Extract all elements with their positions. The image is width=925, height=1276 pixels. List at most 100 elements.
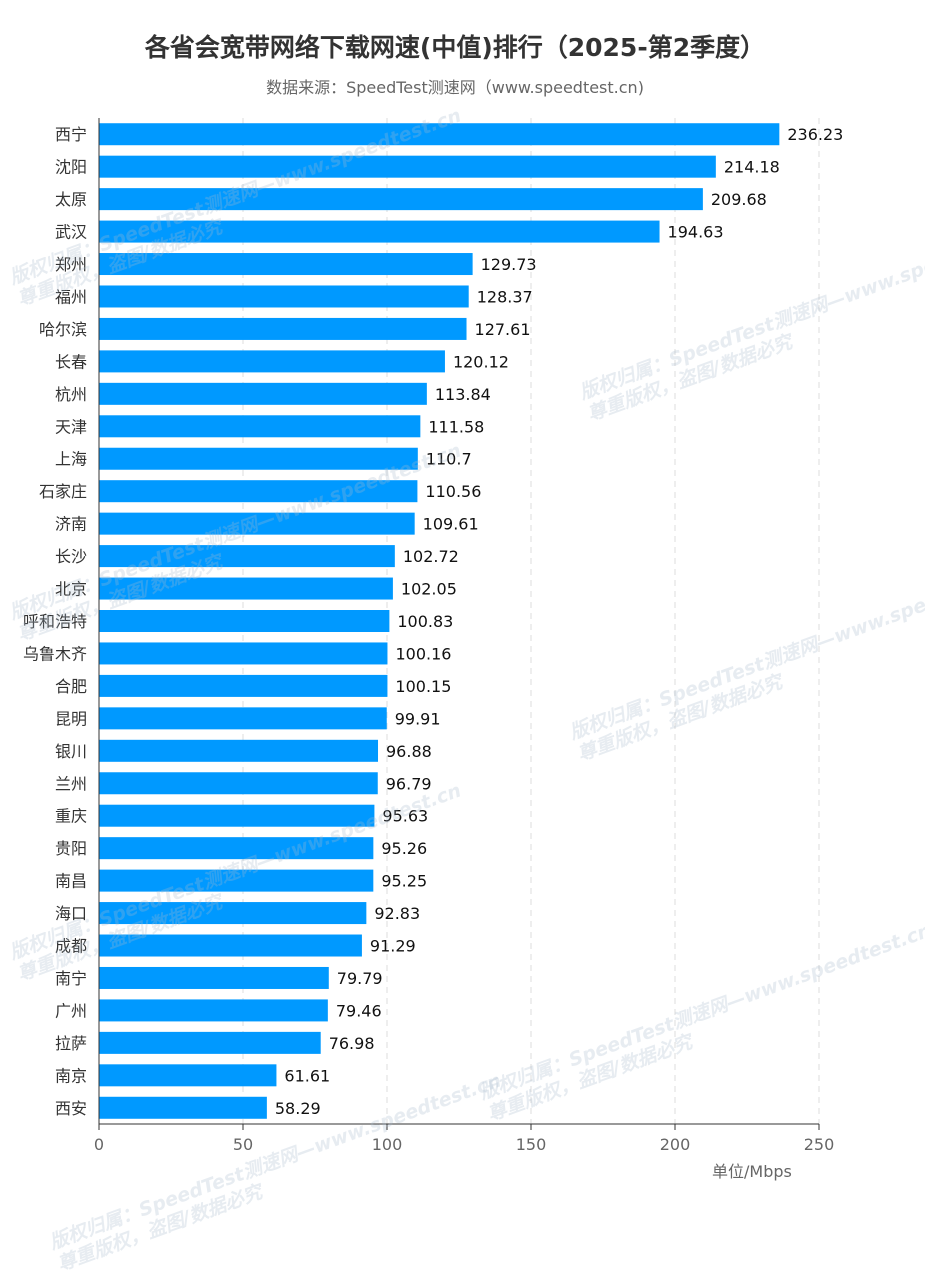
value-label: 102.72 bbox=[403, 547, 459, 566]
unit-label: 单位/Mbps bbox=[712, 1162, 792, 1181]
bar bbox=[99, 123, 780, 146]
value-label: 209.68 bbox=[711, 190, 767, 209]
category-label: 上海 bbox=[55, 450, 87, 469]
x-tick-label: 250 bbox=[804, 1135, 835, 1154]
category-label: 南宁 bbox=[55, 969, 87, 988]
value-label: 95.26 bbox=[381, 839, 427, 858]
bar bbox=[99, 707, 387, 730]
bar bbox=[99, 674, 388, 697]
value-label: 79.46 bbox=[336, 1001, 382, 1020]
bar bbox=[99, 1096, 267, 1119]
value-label: 111.58 bbox=[428, 417, 484, 436]
bar bbox=[99, 999, 328, 1022]
category-label: 沈阳 bbox=[55, 158, 87, 177]
category-label: 太原 bbox=[55, 190, 87, 209]
value-label: 95.63 bbox=[382, 807, 428, 826]
category-label: 贵阳 bbox=[55, 839, 87, 858]
category-label: 兰州 bbox=[55, 774, 87, 793]
value-label: 76.98 bbox=[329, 1034, 375, 1053]
value-label: 102.05 bbox=[401, 580, 457, 599]
bar bbox=[99, 285, 469, 308]
category-label: 南昌 bbox=[55, 872, 87, 891]
bar bbox=[99, 220, 660, 243]
x-tick-label: 200 bbox=[660, 1135, 691, 1154]
value-label: 100.15 bbox=[395, 677, 451, 696]
bar bbox=[99, 512, 415, 535]
value-label: 128.37 bbox=[477, 287, 533, 306]
value-label: 129.73 bbox=[481, 255, 537, 274]
category-label: 长春 bbox=[55, 352, 87, 371]
category-label: 长沙 bbox=[55, 547, 87, 566]
chart-title: 各省会宽带网络下载网速(中值)排行（2025-第2季度） bbox=[144, 33, 766, 62]
x-tick-label: 0 bbox=[94, 1135, 104, 1154]
bar bbox=[99, 1064, 277, 1087]
bar bbox=[99, 837, 374, 860]
bar bbox=[99, 577, 393, 600]
category-label: 杭州 bbox=[55, 385, 87, 404]
category-label: 银川 bbox=[55, 742, 87, 761]
category-label: 北京 bbox=[55, 580, 87, 599]
value-label: 96.88 bbox=[386, 742, 432, 761]
value-label: 120.12 bbox=[453, 352, 509, 371]
x-tick-label: 50 bbox=[233, 1135, 253, 1154]
value-label: 127.61 bbox=[475, 320, 531, 339]
bar bbox=[99, 934, 362, 957]
category-label: 海口 bbox=[55, 904, 87, 923]
bar bbox=[99, 382, 427, 405]
category-label: 西安 bbox=[55, 1099, 87, 1118]
category-label: 武汉 bbox=[55, 223, 87, 242]
value-label: 110.7 bbox=[426, 450, 472, 469]
value-label: 109.61 bbox=[423, 515, 479, 534]
bar bbox=[99, 610, 390, 632]
value-label: 58.29 bbox=[275, 1099, 321, 1118]
category-label: 广州 bbox=[55, 1001, 87, 1020]
bar bbox=[99, 480, 418, 503]
category-label: 乌鲁木齐 bbox=[23, 644, 87, 663]
category-label: 哈尔滨 bbox=[39, 320, 87, 339]
value-label: 95.25 bbox=[381, 872, 427, 891]
bar bbox=[99, 253, 473, 276]
category-label: 合肥 bbox=[55, 677, 87, 696]
value-label: 79.79 bbox=[337, 969, 383, 988]
bar bbox=[99, 1031, 321, 1054]
value-label: 100.16 bbox=[395, 644, 451, 663]
bar bbox=[99, 317, 467, 340]
category-label: 拉萨 bbox=[55, 1034, 87, 1053]
category-label: 呼和浩特 bbox=[23, 612, 87, 631]
value-label: 91.29 bbox=[370, 937, 416, 956]
bar bbox=[99, 902, 367, 925]
bar bbox=[99, 155, 716, 178]
value-label: 61.61 bbox=[284, 1066, 330, 1085]
bar bbox=[99, 772, 378, 795]
chart-subtitle: 数据来源：SpeedTest测速网（www.speedtest.cn) bbox=[266, 78, 644, 97]
bar bbox=[99, 869, 374, 892]
category-label: 重庆 bbox=[55, 807, 87, 826]
bar bbox=[99, 739, 379, 762]
value-label: 100.83 bbox=[397, 612, 453, 631]
value-label: 92.83 bbox=[374, 904, 420, 923]
bar bbox=[99, 350, 445, 373]
value-label: 214.18 bbox=[724, 158, 780, 177]
bar bbox=[99, 447, 418, 470]
value-label: 110.56 bbox=[425, 482, 481, 501]
value-label: 99.91 bbox=[395, 709, 441, 728]
category-label: 昆明 bbox=[55, 709, 87, 728]
x-tick-label: 150 bbox=[516, 1135, 547, 1154]
category-label: 石家庄 bbox=[39, 482, 87, 501]
value-label: 96.79 bbox=[386, 774, 432, 793]
category-label: 天津 bbox=[55, 417, 87, 436]
bar bbox=[99, 966, 329, 989]
bar bbox=[99, 545, 395, 568]
category-label: 南京 bbox=[55, 1066, 87, 1085]
bar bbox=[99, 804, 375, 827]
category-label: 福州 bbox=[55, 287, 87, 306]
category-label: 郑州 bbox=[55, 255, 87, 274]
value-label: 236.23 bbox=[787, 125, 843, 144]
x-tick-label: 100 bbox=[372, 1135, 403, 1154]
bar bbox=[99, 188, 703, 211]
category-label: 成都 bbox=[55, 937, 87, 956]
bar bbox=[99, 415, 421, 438]
bar bbox=[99, 642, 388, 665]
category-label: 西宁 bbox=[55, 125, 87, 144]
